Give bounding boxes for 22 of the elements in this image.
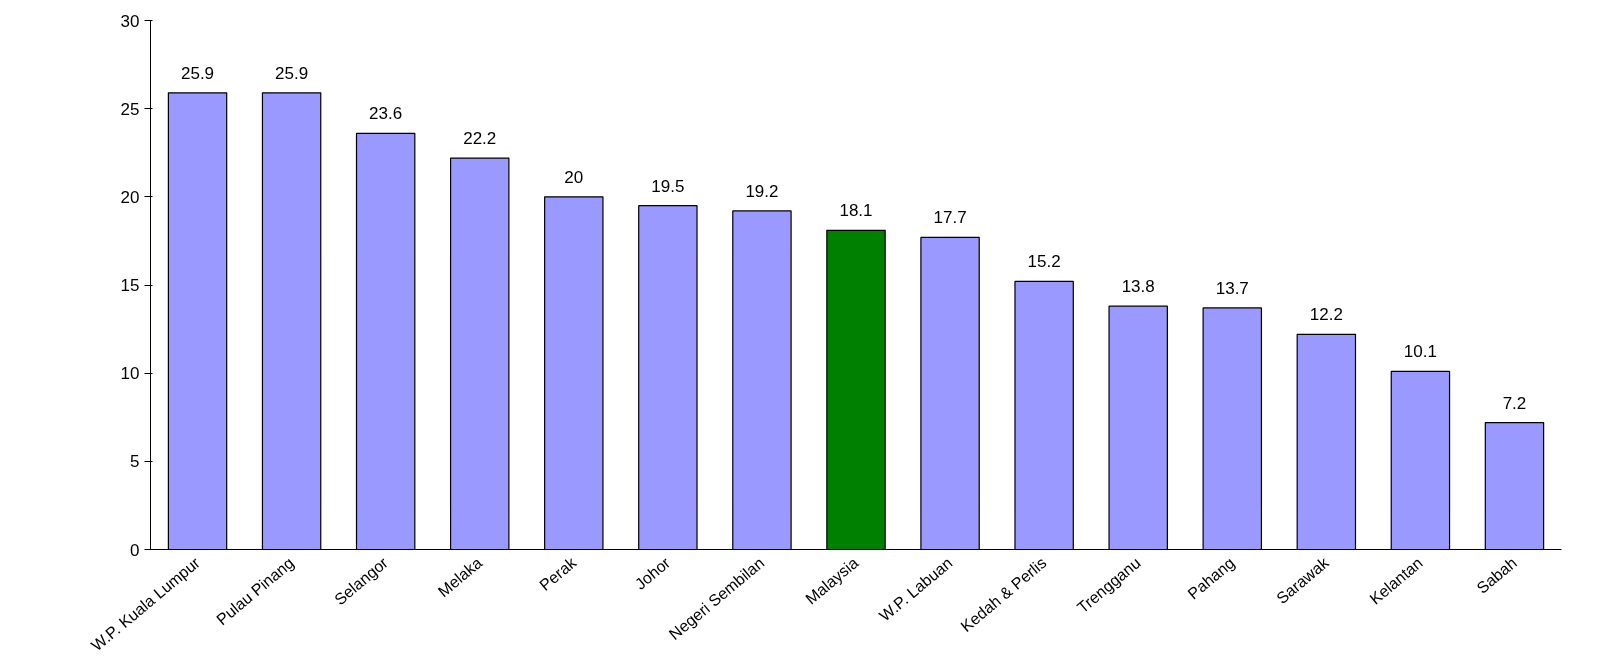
data-label: 7.2 [1502,393,1527,413]
data-label: 22.2 [463,129,497,149]
data-label: 19.2 [745,181,779,201]
data-label: 12.2 [1309,305,1343,325]
data-label: 18.1 [839,201,873,221]
data-label: 17.7 [933,208,967,228]
y-tick-label: 25 [120,99,140,119]
data-label: 20 [564,167,584,187]
data-label: 10.1 [1403,342,1437,362]
y-tick-label: 15 [120,276,140,295]
data-label: 25.9 [180,63,215,83]
y-tick-label: 5 [130,452,140,472]
data-label: 15.2 [1027,252,1061,272]
data-label: 19.5 [651,176,685,196]
y-tick-label: 20 [120,187,140,207]
y-tick-label: 30 [120,11,140,31]
data-label: 13.8 [1121,277,1155,297]
data-label: 13.7 [1215,278,1249,298]
y-tick-label: 0 [130,540,140,560]
data-label: 25.9 [275,63,309,83]
data-label: 23.6 [369,104,403,124]
y-tick-label: 10 [120,364,140,384]
